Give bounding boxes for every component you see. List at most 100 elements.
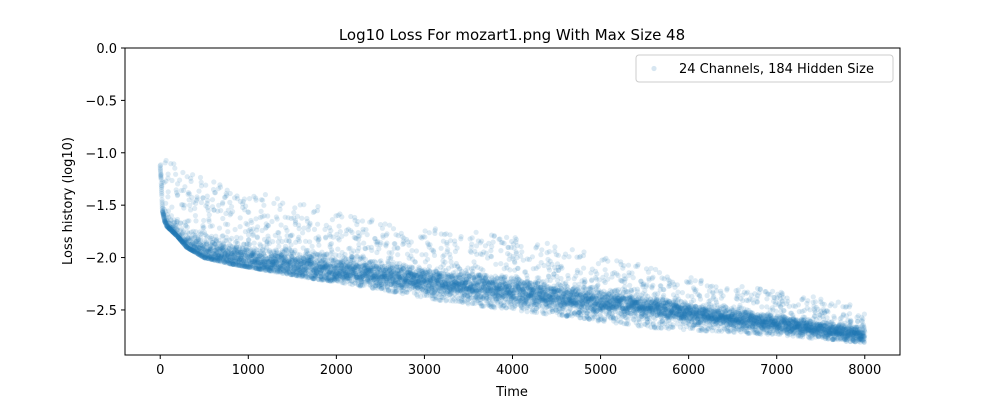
scatter-point	[193, 200, 199, 206]
scatter-point	[174, 233, 180, 239]
scatter-point	[162, 219, 168, 226]
scatter-point	[174, 190, 180, 196]
scatter-point	[359, 218, 366, 224]
scatter-point	[328, 241, 335, 247]
scatter-point	[301, 202, 307, 208]
scatter-point	[168, 213, 174, 219]
scatter-point	[179, 239, 185, 245]
scatter-point	[172, 225, 178, 231]
scatter-point	[168, 161, 174, 167]
scatter-point	[182, 238, 188, 244]
scatter-point	[190, 239, 196, 245]
scatter-point	[170, 223, 176, 229]
scatter-point	[177, 236, 183, 242]
scatter-point	[187, 235, 193, 241]
scatter-point	[192, 240, 198, 246]
scatter-point	[172, 231, 179, 237]
scatter-point	[193, 242, 200, 248]
scatter-point	[204, 193, 210, 199]
scatter-point	[162, 218, 168, 225]
scatter-point	[165, 225, 171, 231]
scatter-point	[513, 236, 519, 243]
scatter-point	[173, 225, 180, 232]
scatter-point	[164, 223, 170, 229]
scatter-point	[209, 197, 216, 203]
scatter-point	[193, 240, 199, 246]
scatter-point	[171, 161, 177, 167]
scatter-point	[488, 254, 495, 260]
scatter-point	[172, 165, 178, 171]
scatter-point	[187, 241, 193, 247]
scatter-point	[182, 237, 189, 243]
scatter-point	[186, 246, 192, 252]
scatter-point	[159, 199, 165, 205]
scatter-point	[339, 214, 345, 220]
scatter-point	[168, 227, 174, 233]
scatter-point	[199, 251, 205, 258]
scatter-point	[177, 177, 183, 183]
scatter-point	[169, 228, 175, 234]
scatter-point	[170, 228, 177, 234]
scatter-point	[160, 211, 166, 217]
scatter-point	[181, 187, 187, 193]
scatter-point	[454, 245, 460, 251]
scatter-point	[192, 248, 198, 254]
scatter-point	[187, 246, 193, 252]
scatter-point	[390, 226, 397, 232]
scatter-point	[176, 235, 182, 241]
scatter-point	[198, 249, 204, 255]
scatter-point	[388, 254, 394, 260]
scatter-point	[262, 192, 268, 198]
scatter-point	[265, 223, 271, 229]
scatter-point	[160, 205, 166, 211]
chart-title: Log10 Loss For mozart1.png With Max Size…	[339, 26, 685, 44]
scatter-point	[158, 174, 164, 180]
scatter-point	[183, 244, 189, 250]
scatter-point	[200, 195, 206, 201]
scatter-point	[163, 217, 169, 223]
scatter-point	[175, 234, 182, 240]
scatter-point	[160, 212, 167, 218]
scatter-point	[183, 243, 189, 249]
scatter-point	[190, 248, 196, 254]
scatter-point	[198, 239, 204, 246]
scatter-point	[229, 235, 235, 241]
scatter-point	[165, 171, 171, 177]
scatter-point	[171, 230, 177, 236]
scatter-point	[181, 202, 187, 208]
scatter-point	[159, 197, 165, 203]
scatter-point	[315, 221, 321, 227]
scatter-point	[169, 228, 175, 234]
scatter-point	[158, 171, 164, 177]
scatter-point	[174, 192, 180, 199]
scatter-point	[197, 245, 203, 251]
scatter-point	[183, 236, 189, 242]
scatter-point	[161, 206, 167, 212]
scatter-point	[178, 226, 185, 232]
scatter-point	[158, 170, 164, 176]
scatter-point	[594, 271, 600, 277]
scatter-point	[169, 226, 175, 232]
scatter-point	[491, 233, 497, 239]
scatter-point	[160, 212, 166, 218]
scatter-point	[284, 227, 290, 234]
scatter-point	[163, 178, 169, 184]
scatter-point	[191, 248, 197, 254]
scatter-point	[184, 174, 190, 180]
scatter-point	[179, 239, 185, 245]
scatter-point	[182, 242, 188, 248]
scatter-point	[189, 246, 195, 252]
scatter-point	[175, 234, 181, 240]
scatter-point	[217, 184, 224, 190]
scatter-point	[174, 233, 180, 239]
scatter-point	[569, 247, 575, 253]
scatter-point	[184, 237, 190, 243]
scatter-point	[198, 242, 204, 248]
scatter-point	[225, 229, 231, 235]
scatter-point	[361, 240, 367, 246]
scatter-point	[237, 215, 243, 221]
scatter-point	[181, 205, 187, 211]
scatter-point	[197, 251, 203, 257]
scatter-point	[177, 237, 183, 243]
scatter-point	[559, 265, 565, 271]
